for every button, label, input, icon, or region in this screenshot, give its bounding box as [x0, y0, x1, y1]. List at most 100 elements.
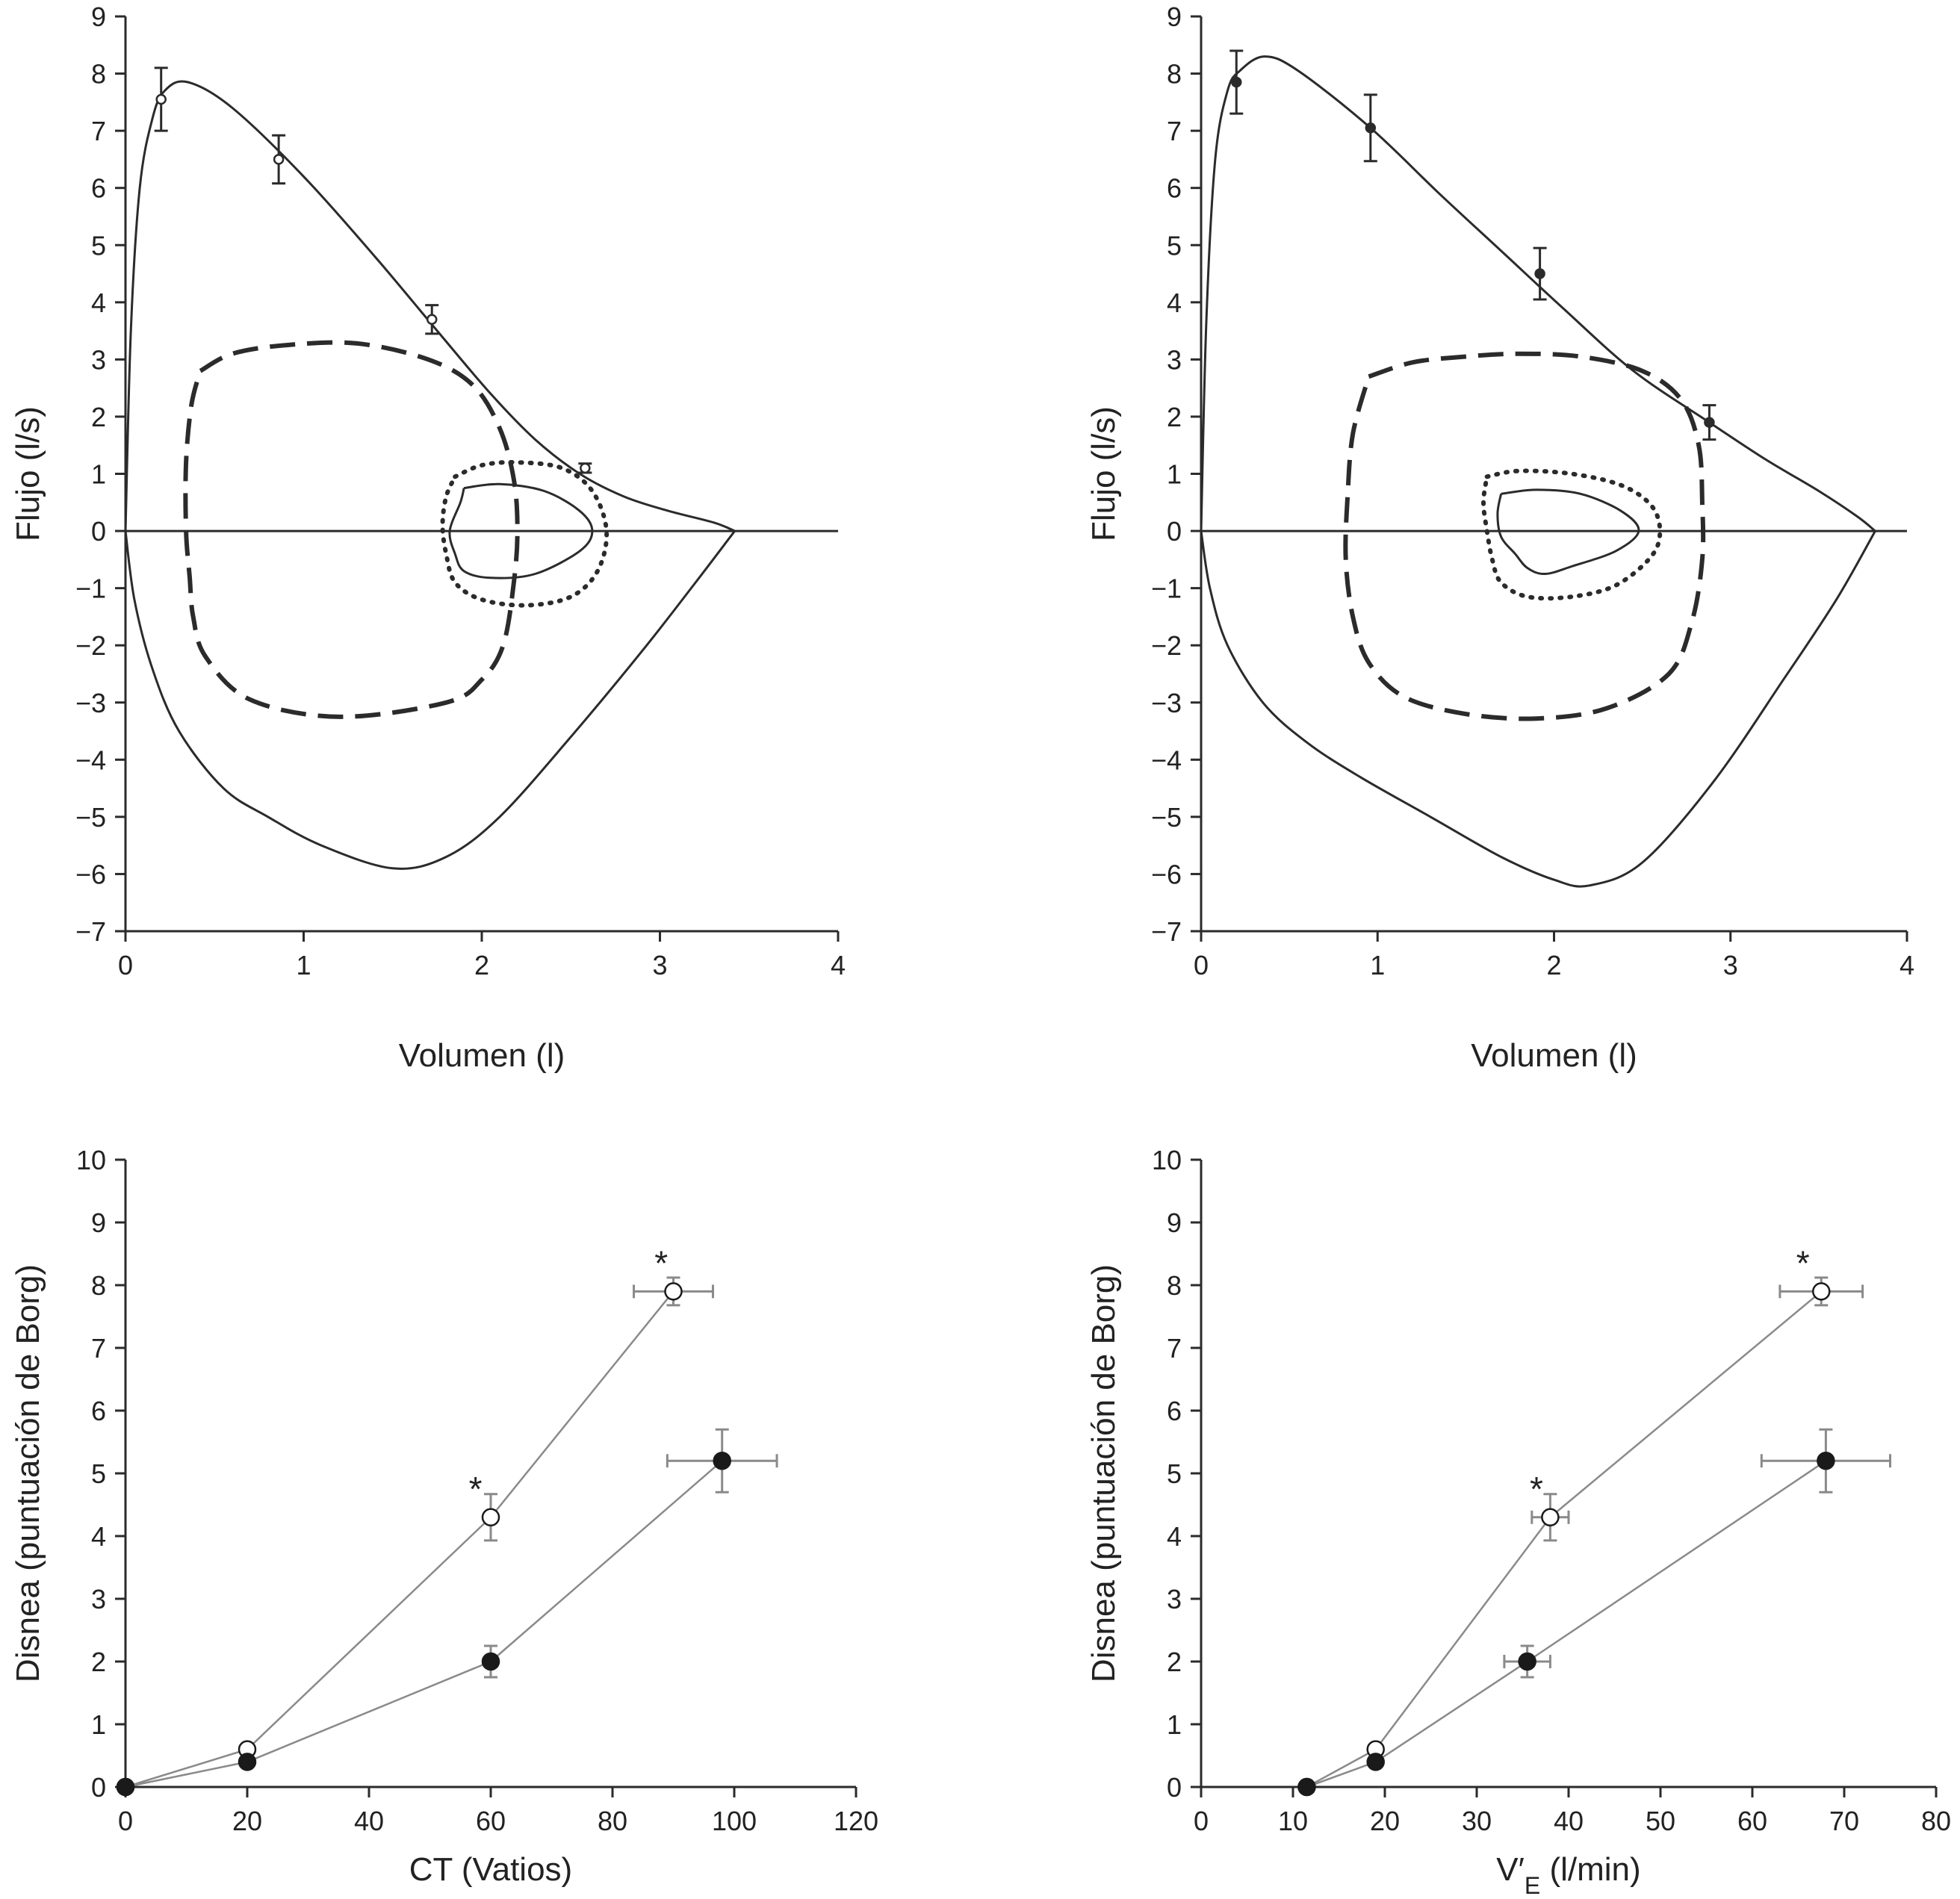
loop-curve-solid-4: [1496, 488, 1640, 576]
x-tick-label: 60: [476, 1806, 506, 1836]
x-tick-label: 3: [652, 950, 667, 980]
y-tick-label: 1: [91, 459, 106, 490]
series-line-filled: [1306, 1460, 1827, 1788]
data-point-open: [1541, 1508, 1560, 1527]
y-tick-label: 8: [91, 1270, 106, 1301]
y-tick-label: 9: [1167, 1, 1182, 32]
x-tick-label: 20: [1370, 1806, 1400, 1836]
x-axis-title: Volumen (l): [1471, 1037, 1637, 1074]
data-point-filled: [481, 1652, 500, 1671]
data-point: [426, 314, 438, 326]
x-tick-label: 2: [1546, 950, 1561, 980]
data-point-filled: [116, 1777, 135, 1797]
y-tick-label: 10: [1152, 1145, 1182, 1175]
y-tick-label: −6: [1151, 859, 1182, 889]
significance-asterisk: *: [1530, 1470, 1543, 1508]
significance-asterisk: *: [469, 1470, 483, 1508]
y-tick-label: 4: [91, 288, 106, 318]
y-tick-label: 9: [1167, 1208, 1182, 1238]
x-tick-label: 50: [1646, 1806, 1675, 1836]
x-tick-label: 120: [834, 1806, 878, 1836]
y-tick-label: 2: [1167, 1647, 1182, 1677]
series-line-filled: [125, 1460, 723, 1788]
x-tick-label: 100: [712, 1806, 757, 1836]
y-axis-title: Flujo (l/s): [10, 406, 46, 541]
y-tick-label: −3: [1151, 688, 1182, 718]
y-tick-label: −1: [75, 574, 106, 604]
y-tick-label: 8: [1167, 1270, 1182, 1301]
data-point: [273, 154, 285, 165]
x-tick-label: 1: [1370, 950, 1385, 980]
y-tick-label: −4: [75, 745, 106, 775]
loop-curve-dotted-3: [1481, 468, 1663, 601]
y-tick-label: −2: [75, 630, 106, 661]
y-tick-label: 4: [1167, 288, 1182, 318]
x-tick-label: 40: [354, 1806, 384, 1836]
x-tick-label: 1: [296, 950, 311, 980]
x-axis-title: V′E (l/min): [1496, 1851, 1640, 1899]
x-tick-label: 80: [1921, 1806, 1951, 1836]
y-tick-label: 0: [91, 516, 106, 547]
y-tick-label: 2: [91, 402, 106, 432]
y-tick-label: 5: [91, 1458, 106, 1489]
flow-volume-chart-left: 9 8 7 6 5 4 3 2 1 0 −1 −2 −3 −4 −5 −6 −7 0 1 2 3 4 Volumen (l)…: [10, 1, 846, 1074]
loop-curve-solid-1: [1200, 530, 1876, 888]
y-tick-label: 1: [91, 1709, 106, 1740]
data-point-filled: [1366, 1753, 1385, 1771]
data-point: [1704, 417, 1715, 428]
y-tick-label: 6: [1167, 173, 1182, 204]
data-point-filled: [1817, 1451, 1835, 1470]
y-tick-label: 3: [91, 344, 106, 375]
y-tick-label: −4: [1151, 745, 1182, 775]
data-point-open: [664, 1282, 683, 1301]
y-tick-label: 4: [91, 1521, 106, 1552]
loop-curve-dashed-2: [183, 340, 520, 719]
y-axis-title: Disnea (puntuación de Borg): [10, 1264, 46, 1682]
y-tick-label: 3: [91, 1584, 106, 1614]
data-point-open: [481, 1508, 500, 1527]
x-tick-label: 60: [1737, 1806, 1767, 1836]
x-tick-label: 30: [1462, 1806, 1492, 1836]
y-tick-label: 1: [1167, 1709, 1182, 1740]
y-tick-label: −7: [1151, 916, 1182, 947]
y-tick-label: 1: [1167, 459, 1182, 490]
data-point-filled: [238, 1753, 257, 1771]
y-tick-label: 10: [76, 1145, 106, 1175]
y-tick-label: 0: [1167, 1772, 1182, 1803]
x-tick-label: 40: [1554, 1806, 1584, 1836]
y-tick-label: 6: [1167, 1396, 1182, 1426]
y-tick-label: 4: [1167, 1521, 1182, 1552]
y-tick-label: −5: [1151, 802, 1182, 833]
data-point: [580, 462, 591, 474]
x-tick-label: 0: [1194, 950, 1209, 980]
y-tick-label: 6: [91, 173, 106, 204]
y-tick-label: 6: [91, 1396, 106, 1426]
y-tick-label: 2: [1167, 402, 1182, 432]
y-tick-label: 7: [91, 116, 106, 146]
y-tick-label: −7: [75, 916, 106, 947]
y-axis-title: Disnea (puntuación de Borg): [1085, 1264, 1122, 1682]
x-tick-label: 4: [1899, 950, 1914, 980]
y-axis-title: Flujo (l/s): [1085, 406, 1122, 541]
x-tick-label: 80: [598, 1806, 627, 1836]
x-tick-label: 20: [232, 1806, 262, 1836]
y-tick-label: 5: [91, 230, 106, 261]
data-point-filled: [1518, 1652, 1536, 1671]
y-tick-label: 0: [91, 1772, 106, 1803]
y-tick-label: −3: [75, 688, 106, 718]
y-tick-label: 7: [1167, 116, 1182, 146]
y-tick-label: 5: [1167, 1458, 1182, 1489]
y-tick-label: 9: [91, 1, 106, 32]
flow-volume-chart-right: 9 8 7 6 5 4 3 2 1 0 −1 −2 −3 −4 −5 −6 −7 0 1 2 3 4 Volumen (l)…: [1085, 1, 1914, 1074]
y-tick-label: 3: [1167, 344, 1182, 375]
x-tick-label: 70: [1829, 1806, 1859, 1836]
loop-curve-solid-0: [124, 80, 736, 532]
x-tick-label: 3: [1723, 950, 1738, 980]
loop-curve-solid-4: [448, 482, 594, 579]
x-axis-title: CT (Vatios): [409, 1851, 572, 1888]
loop-curve-solid-1: [124, 530, 736, 870]
x-axis-title: Volumen (l): [399, 1037, 565, 1074]
data-point-filled: [1297, 1777, 1316, 1797]
